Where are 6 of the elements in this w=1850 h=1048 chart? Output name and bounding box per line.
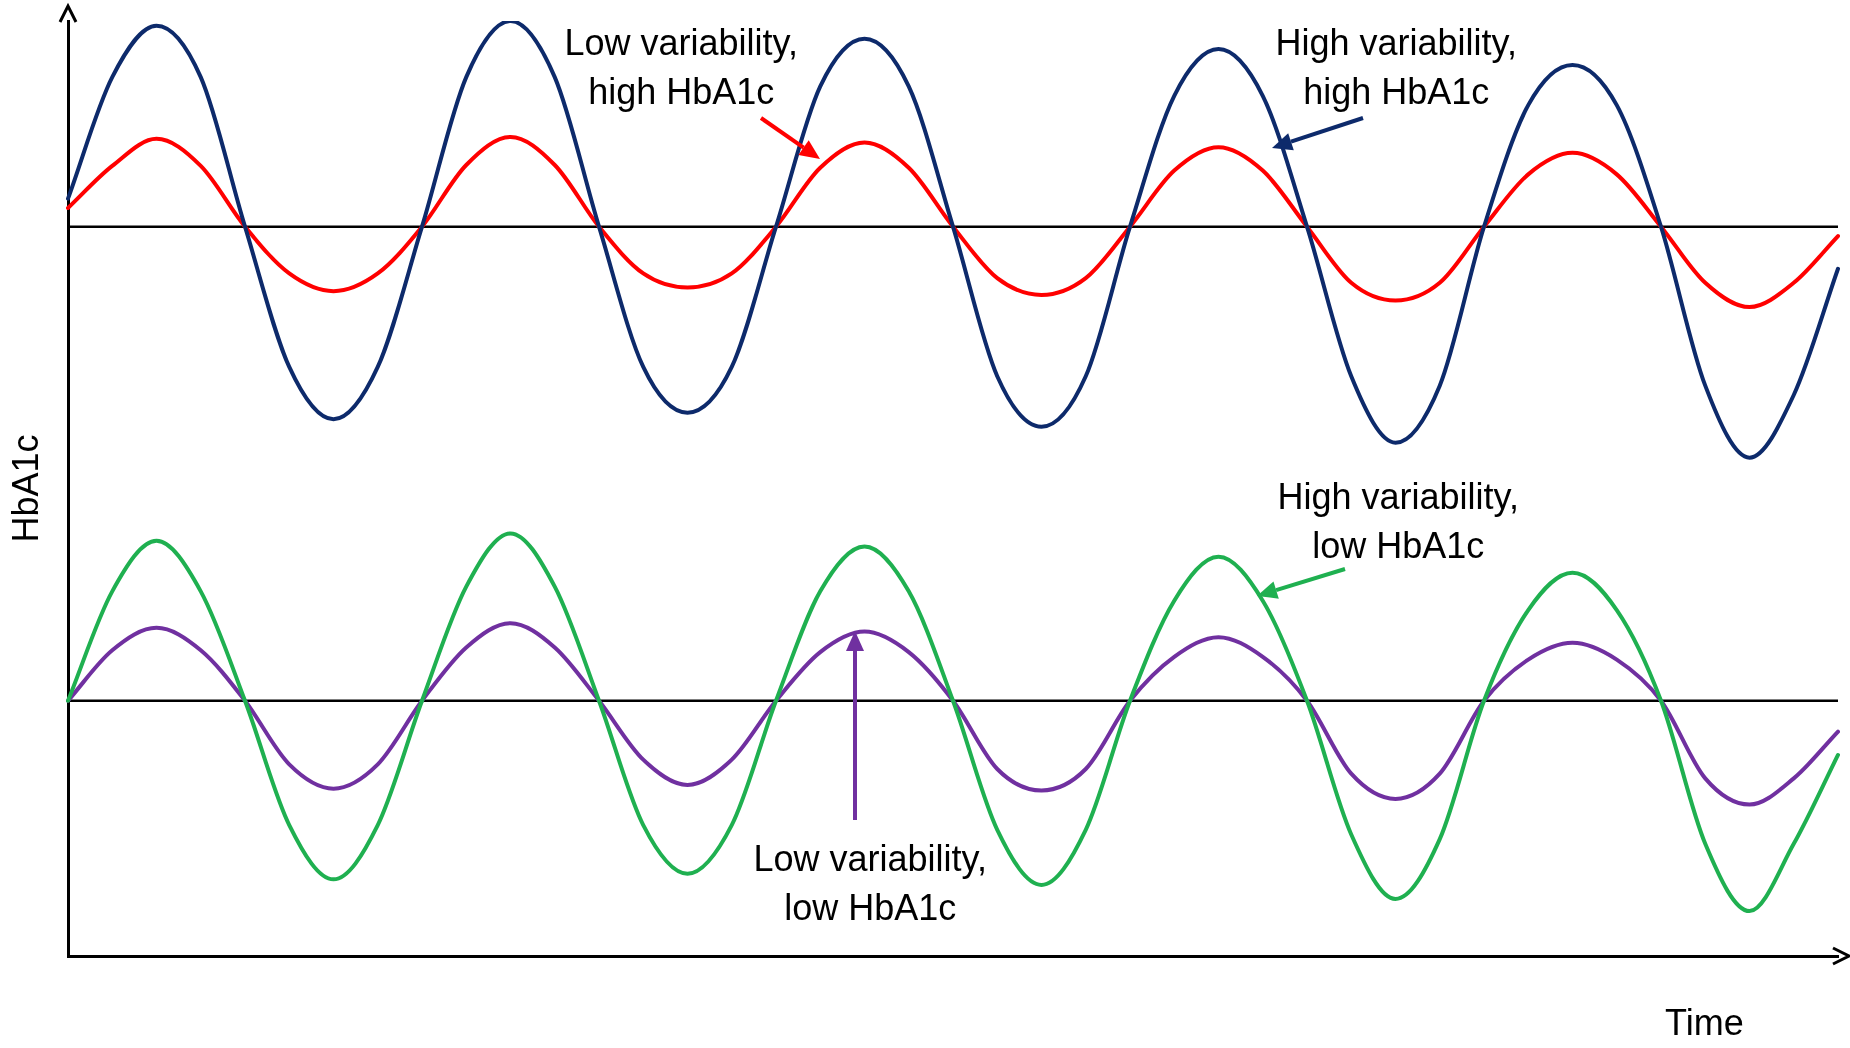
y-axis-title: HbA1c — [3, 432, 47, 545]
annotation: Low variability, high HbA1c — [564, 21, 798, 114]
annotation: High variability, low HbA1c — [1277, 475, 1519, 568]
x-axis-title: Time — [1665, 1001, 1744, 1045]
annotation: High variability, high HbA1c — [1275, 21, 1517, 114]
annotation: Low variability, low HbA1c — [753, 837, 987, 930]
